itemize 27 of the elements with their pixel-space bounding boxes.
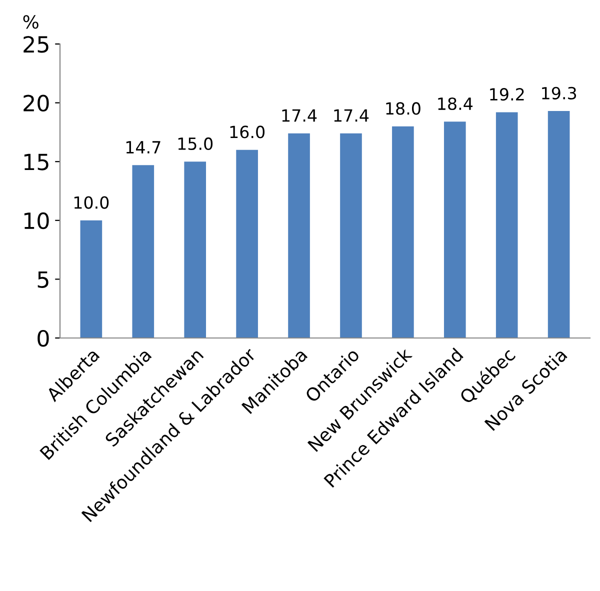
bar: [392, 126, 414, 338]
data-label: 10.0: [74, 196, 109, 209]
y-tick-label: 25: [24, 36, 48, 53]
data-label: 18.0: [386, 102, 420, 115]
data-label: 19.3: [542, 86, 576, 100]
data-label: 19.2: [490, 88, 524, 101]
bar: [80, 220, 102, 338]
bar: [340, 133, 362, 338]
y-tick-label: 20: [24, 94, 49, 112]
y-axis-title: %: [23, 15, 38, 29]
data-label: 15.0: [178, 137, 213, 150]
bar: [444, 122, 466, 338]
bar: [496, 112, 518, 338]
data-label: 16.0: [230, 126, 265, 138]
bar: [288, 133, 310, 338]
bar: [548, 111, 570, 338]
y-tick-label: 5: [38, 271, 48, 288]
y-tick-label: 10: [24, 212, 49, 230]
data-label: 17.4: [282, 109, 317, 122]
data-label: 14.7: [126, 141, 160, 154]
bar: [132, 165, 154, 338]
bar: [236, 150, 258, 338]
data-label: 17.4: [334, 109, 369, 122]
y-tick-label: 15: [24, 154, 48, 170]
data-label: 18.4: [438, 97, 473, 110]
y-tick-label: 0: [38, 330, 49, 347]
bar: [184, 162, 206, 338]
